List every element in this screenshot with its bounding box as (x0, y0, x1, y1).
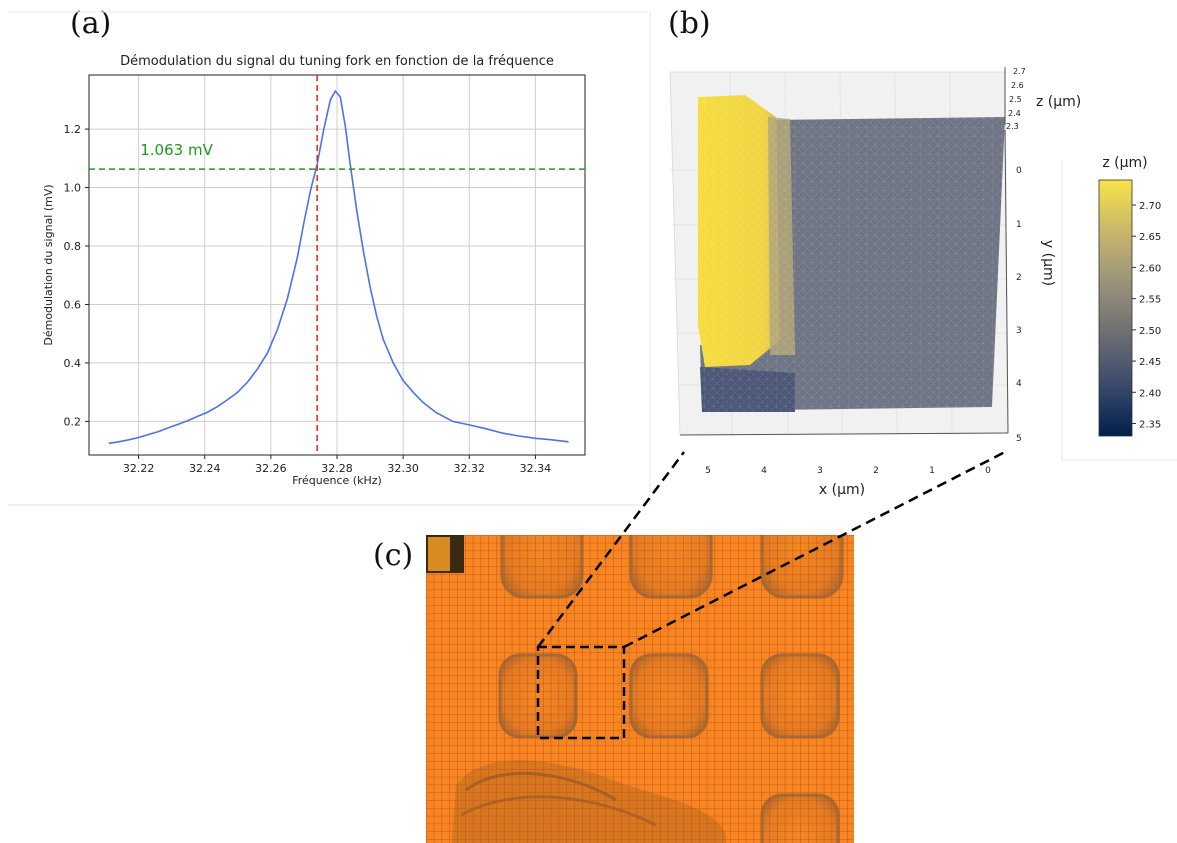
surface-mesh (698, 95, 1008, 413)
y-tick-label: 1.0 (64, 182, 82, 195)
photo-grid (426, 535, 854, 843)
colorbar-tick-label: 2.55 (1139, 295, 1161, 306)
panel-label-b: (b) (668, 6, 711, 41)
svg-text:4: 4 (1016, 379, 1022, 389)
colorbar-tick-label: 2.60 (1139, 263, 1161, 274)
grid (89, 75, 585, 455)
svg-text:3: 3 (1016, 326, 1022, 336)
chart-title: Démodulation du signal du tuning fork en… (120, 54, 554, 69)
x-axis-line (679, 432, 1009, 436)
svg-text:0: 0 (1016, 166, 1022, 176)
svg-text:3: 3 (817, 466, 823, 476)
y-tick-label: 1.2 (64, 123, 82, 136)
optical-micrograph (426, 535, 854, 843)
svg-text:4: 4 (761, 466, 767, 476)
svg-text:1: 1 (929, 466, 935, 476)
svg-text:2.4: 2.4 (1008, 109, 1021, 118)
frequency-response-chart: Démodulation du signal du tuning fork en… (42, 54, 586, 487)
svg-text:2.6: 2.6 (1011, 81, 1024, 90)
y-tick-label: 0.2 (64, 415, 82, 428)
y-axis-label: Démodulation du signal (mV) (42, 184, 55, 345)
y-tick-labels: 0 1 2 3 4 5 (1016, 166, 1022, 444)
svg-text:2.3: 2.3 (1006, 122, 1019, 131)
svg-text:2: 2 (1016, 273, 1022, 283)
svg-text:2: 2 (873, 466, 879, 476)
x-tick-label: 32.32 (454, 462, 486, 475)
x-tick-label: 32.24 (189, 462, 221, 475)
y-axis-label: y (µm) (1040, 240, 1056, 286)
x-tick-label: 32.28 (321, 462, 353, 475)
threshold-label: 1.063 mV (140, 141, 213, 159)
z-axis-label: z (µm) (1036, 94, 1081, 110)
y-tick-label: 0.8 (64, 240, 82, 253)
colorbar-tick-label: 2.50 (1139, 326, 1161, 337)
svg-text:5: 5 (705, 466, 711, 476)
y-tick-label: 0.6 (64, 298, 82, 311)
x-tick-labels: 5 4 3 2 1 0 (705, 466, 991, 476)
colorbar-tick-label: 2.70 (1139, 201, 1161, 212)
x-tick-label: 32.30 (387, 462, 419, 475)
y-axis-line (1004, 129, 1009, 434)
x-tick-label: 32.34 (520, 462, 552, 475)
colorbar-label: z (µm) (1102, 155, 1147, 171)
colorbar-ticks: 2.70 2.65 2.60 2.55 2.50 2.45 2.40 2.35 (1132, 201, 1161, 431)
z-tick-labels: 2.7 2.6 2.5 2.4 2.3 (1006, 67, 1026, 131)
x-axis-label: x (µm) (819, 482, 865, 498)
svg-text:2.5: 2.5 (1009, 95, 1022, 104)
y-tick-label: 0.4 (64, 357, 82, 370)
svg-text:1: 1 (1016, 220, 1022, 230)
surface-plot: 5 4 3 2 1 0 x (µm) 0 1 2 3 4 5 y (µm) 2.… (669, 67, 1161, 498)
plot-frame (88, 74, 586, 456)
series-line (108, 89, 569, 445)
x-tick-label: 32.22 (123, 462, 155, 475)
colorbar-tick-label: 2.45 (1139, 357, 1161, 368)
axis-ticks: 32.22 32.24 32.26 32.28 32.30 32.32 32.34 0.2 0.… (64, 123, 552, 475)
colorbar (1098, 179, 1133, 437)
x-tick-label: 32.26 (255, 462, 287, 475)
colorbar-tick-label: 2.65 (1139, 232, 1161, 243)
svg-text:5: 5 (1016, 434, 1022, 444)
svg-text:0: 0 (985, 466, 991, 476)
colorbar-tick-label: 2.35 (1139, 420, 1161, 431)
panel-label-c: (c) (373, 538, 414, 573)
colorbar-tick-label: 2.40 (1139, 388, 1161, 399)
svg-text:2.7: 2.7 (1013, 67, 1026, 76)
x-axis-label: Fréquence (kHz) (292, 474, 382, 487)
